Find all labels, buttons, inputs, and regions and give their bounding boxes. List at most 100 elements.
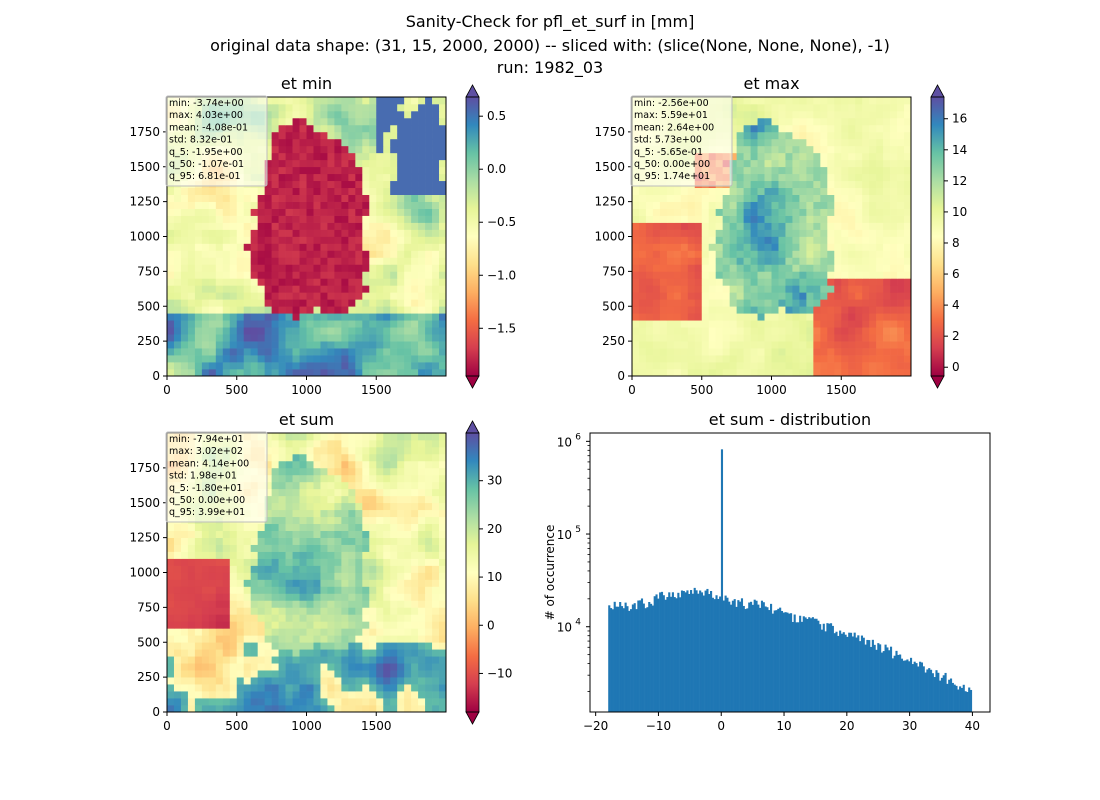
heatmap-cell bbox=[173, 292, 182, 300]
heatmap-cell bbox=[632, 194, 640, 202]
heatmap-cell bbox=[278, 684, 286, 692]
heatmap-cell bbox=[348, 236, 356, 244]
heatmap-cell bbox=[411, 530, 419, 538]
heatmap-cell bbox=[264, 229, 272, 237]
heatmap-cell bbox=[439, 138, 447, 147]
heatmap-cell bbox=[390, 516, 398, 525]
heatmap-cell bbox=[327, 215, 335, 223]
heatmap-cell bbox=[348, 341, 356, 349]
heatmap-cell bbox=[411, 243, 419, 251]
heatmap-cell bbox=[390, 152, 398, 161]
heatmap-cell bbox=[827, 124, 835, 133]
heatmap-cell bbox=[680, 257, 689, 265]
heatmap-cell bbox=[306, 698, 314, 706]
heatmap-cell bbox=[306, 502, 314, 511]
heatmap-cell bbox=[362, 124, 370, 133]
heatmap-cell bbox=[757, 243, 765, 251]
heatmap-cell bbox=[722, 201, 730, 209]
heatmap-cell bbox=[743, 369, 751, 377]
heatmap-cell bbox=[180, 355, 189, 363]
heatmap-cell bbox=[876, 187, 884, 195]
heatmap-cell bbox=[666, 194, 675, 202]
heatmap-cell bbox=[278, 558, 286, 566]
heatmap-cell bbox=[222, 649, 231, 657]
heatmap-cell bbox=[418, 446, 426, 455]
heatmap-cell bbox=[418, 278, 426, 286]
heatmap-cell bbox=[236, 215, 245, 223]
heatmap-cell bbox=[425, 264, 433, 272]
heatmap-cell bbox=[208, 649, 217, 657]
heatmap-cell bbox=[411, 306, 419, 314]
heatmap-cell bbox=[876, 131, 884, 140]
heatmap-cell bbox=[638, 362, 647, 370]
heatmap-cell bbox=[362, 537, 370, 545]
heatmap-cell bbox=[439, 495, 447, 504]
heatmap-cell bbox=[439, 586, 447, 594]
heatmap-cell bbox=[785, 348, 793, 356]
heatmap-cell bbox=[208, 264, 217, 272]
heatmap-cell bbox=[841, 236, 849, 244]
heatmap-cell bbox=[250, 264, 259, 272]
heatmap-cell bbox=[313, 544, 321, 552]
heatmap-cell bbox=[271, 670, 279, 678]
heatmap-cell bbox=[341, 229, 349, 237]
heatmap-cell bbox=[285, 264, 293, 272]
heatmap-cell bbox=[355, 145, 363, 154]
heatmap-cell bbox=[750, 117, 758, 126]
heatmap-cell bbox=[362, 145, 370, 154]
heatmap-cell bbox=[362, 607, 370, 615]
heatmap-cell bbox=[299, 488, 307, 497]
heatmap-cell bbox=[341, 236, 349, 244]
heatmap-cell bbox=[652, 257, 661, 265]
heatmap-cell bbox=[404, 579, 412, 587]
heatmap-cell bbox=[439, 453, 447, 462]
heatmap-cell bbox=[425, 152, 433, 161]
heatmap-cell bbox=[383, 474, 391, 483]
heatmap-cell bbox=[383, 348, 391, 356]
heatmap-cell bbox=[187, 663, 196, 671]
heatmap-cell bbox=[334, 635, 342, 643]
heatmap-cell bbox=[869, 243, 877, 251]
heatmap-cell bbox=[194, 579, 203, 587]
heatmap-cell bbox=[313, 187, 321, 195]
heatmap-cell bbox=[404, 264, 412, 272]
heatmap-cell bbox=[397, 166, 405, 175]
heatmap-cell bbox=[792, 229, 800, 237]
heatmap-cell bbox=[215, 544, 224, 552]
heatmap-cell bbox=[327, 131, 335, 140]
heatmap-cell bbox=[411, 327, 419, 335]
heatmap-cell bbox=[404, 698, 412, 706]
heatmap-cell bbox=[736, 180, 744, 189]
heatmap-cell bbox=[897, 215, 905, 223]
heatmap-cell bbox=[848, 131, 856, 140]
heatmap-cell bbox=[729, 159, 737, 168]
heatmap-cell bbox=[180, 600, 189, 608]
heatmap-cell bbox=[404, 187, 412, 195]
heatmap-cell bbox=[841, 97, 849, 105]
heatmap-cell bbox=[334, 488, 342, 497]
heatmap-cell bbox=[883, 264, 891, 272]
heatmap-cell bbox=[201, 236, 210, 244]
heatmap-cell bbox=[362, 173, 370, 182]
heatmap-cell bbox=[285, 117, 293, 126]
heatmap-cell bbox=[215, 551, 224, 559]
heatmap-cell bbox=[771, 320, 779, 328]
heatmap-cell bbox=[285, 460, 293, 469]
heatmap-cell bbox=[383, 467, 391, 476]
heatmap-cell bbox=[425, 516, 433, 525]
heatmap-cell bbox=[883, 222, 891, 230]
heatmap-cell bbox=[729, 166, 737, 175]
heatmap-cell bbox=[439, 341, 447, 349]
heatmap-cell bbox=[194, 572, 203, 580]
heatmap-cell bbox=[425, 433, 433, 441]
heatmap-cell bbox=[341, 467, 349, 476]
heatmap-cell bbox=[348, 348, 356, 356]
heatmap-cell bbox=[701, 264, 710, 272]
heatmap-cell bbox=[897, 208, 905, 216]
heatmap-cell bbox=[750, 194, 758, 202]
heatmap-cell bbox=[264, 649, 272, 657]
heatmap-cell bbox=[890, 355, 898, 363]
heatmap-cell bbox=[659, 229, 668, 237]
heatmap-cell bbox=[306, 201, 314, 209]
heatmap-cell bbox=[173, 341, 182, 349]
